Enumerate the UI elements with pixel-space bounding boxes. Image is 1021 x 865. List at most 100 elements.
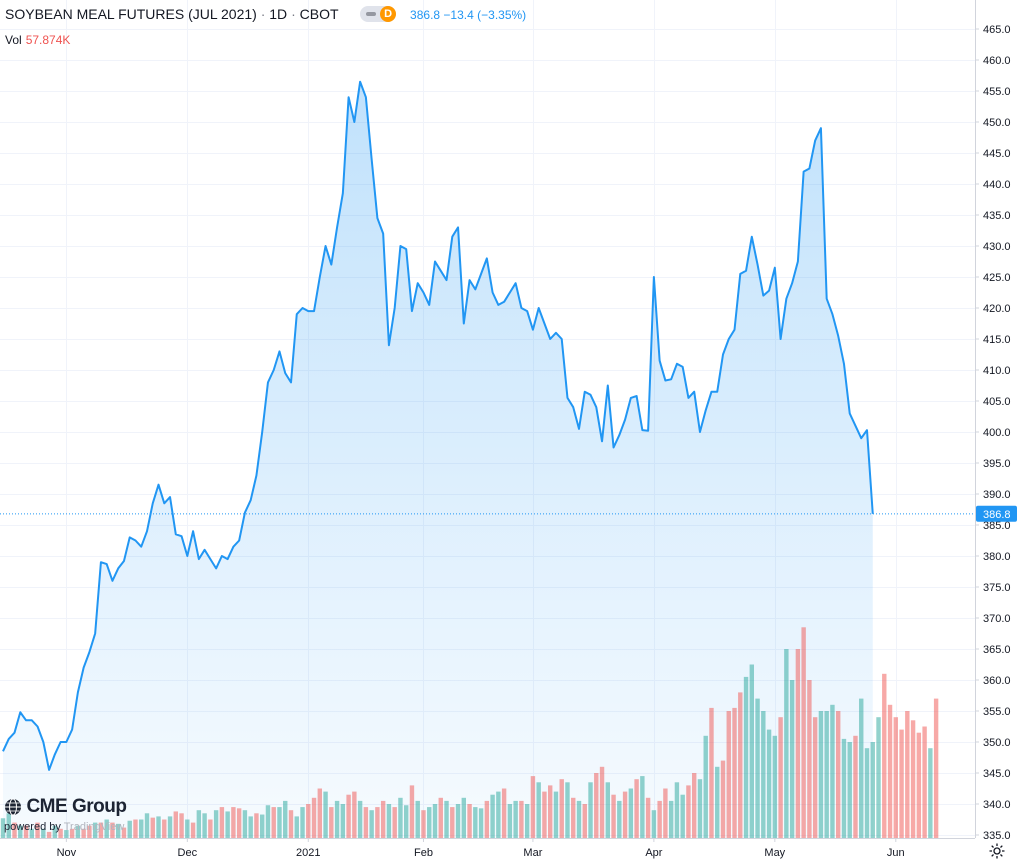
volume-bar bbox=[836, 711, 841, 838]
volume-bar bbox=[692, 773, 697, 838]
volume-bar bbox=[144, 813, 150, 838]
volume-bar bbox=[283, 800, 288, 838]
y-tick-label: 450.0 bbox=[983, 117, 1011, 129]
volume-bar bbox=[530, 776, 536, 838]
volume-bar bbox=[478, 808, 484, 838]
volume-bar bbox=[323, 791, 328, 838]
volume-bar bbox=[789, 680, 795, 838]
y-tick-label: 380.0 bbox=[983, 551, 1011, 563]
y-tick-label: 420.0 bbox=[983, 303, 1011, 315]
interval-label[interactable]: 1D bbox=[269, 6, 288, 22]
volume-bar bbox=[853, 735, 858, 838]
volume-bar bbox=[116, 823, 121, 838]
volume-bar bbox=[594, 773, 599, 838]
volume-bar bbox=[375, 807, 380, 838]
volume-bar bbox=[715, 766, 720, 838]
volume-bar bbox=[46, 831, 52, 838]
volume-bar bbox=[657, 800, 662, 838]
y-tick-label: 390.0 bbox=[983, 489, 1011, 501]
volume-bar bbox=[64, 830, 69, 838]
price-line bbox=[2, 80, 874, 771]
volume-bar bbox=[69, 828, 75, 838]
volume-bar bbox=[766, 729, 772, 838]
symbol-title[interactable]: SOYBEAN MEAL FUTURES (JUL 2021) bbox=[5, 6, 257, 22]
volume-bar bbox=[427, 807, 432, 838]
volume-bar bbox=[386, 804, 392, 838]
volume-bar bbox=[824, 711, 829, 838]
volume-bar bbox=[432, 804, 438, 838]
volume-bar bbox=[300, 807, 305, 838]
settings-gear-icon[interactable] bbox=[988, 842, 1006, 860]
y-tick-label: 385.0 bbox=[983, 520, 1011, 532]
y-tick-label: 410.0 bbox=[983, 365, 1011, 377]
volume-bar bbox=[104, 819, 109, 838]
tradingview-label: TradingView bbox=[63, 821, 125, 833]
volume-bar bbox=[801, 627, 806, 838]
volume-bar bbox=[749, 664, 754, 838]
volume-bar bbox=[455, 804, 461, 838]
volume-bar bbox=[761, 711, 766, 838]
volume-bar bbox=[738, 692, 743, 838]
y-tick-label: 415.0 bbox=[983, 334, 1011, 346]
volume-bar bbox=[933, 698, 939, 838]
volume-bar bbox=[893, 717, 898, 838]
volume-bar bbox=[0, 818, 6, 838]
volume-bar bbox=[202, 813, 207, 838]
volume-bar bbox=[179, 813, 184, 838]
volume-bar bbox=[628, 788, 634, 838]
powered-by[interactable]: powered by TradingView bbox=[4, 821, 124, 833]
last-price-box bbox=[976, 505, 1017, 522]
separator-dot: · bbox=[291, 6, 296, 22]
last-price-marker: 386.8 bbox=[0, 505, 1017, 522]
volume-bar bbox=[565, 782, 570, 838]
cme-group-logo[interactable]: CME Group bbox=[4, 796, 127, 818]
volume-bar bbox=[599, 766, 605, 838]
last-price: 386.8 bbox=[410, 8, 441, 22]
volume-label[interactable]: Vol bbox=[5, 33, 22, 47]
chart-header: SOYBEAN MEAL FUTURES (JUL 2021) · 1D · C… bbox=[5, 6, 526, 23]
volume-bar bbox=[294, 816, 299, 838]
volume-bar bbox=[357, 800, 363, 838]
y-tick-label: 460.0 bbox=[983, 55, 1011, 67]
x-tick-label: Mar bbox=[523, 847, 542, 859]
price-series-line bbox=[2, 80, 874, 771]
y-tick-label: 445.0 bbox=[983, 148, 1011, 160]
volume-bar bbox=[265, 805, 271, 838]
x-tick-label: Feb bbox=[414, 847, 433, 859]
x-tick-label: 2021 bbox=[296, 847, 320, 859]
volume-bar bbox=[81, 828, 86, 838]
volume-bar bbox=[501, 788, 507, 838]
volume-bar bbox=[922, 726, 927, 838]
y-tick-label: 340.0 bbox=[983, 799, 1011, 811]
status-dash-icon bbox=[366, 12, 377, 17]
volume-bar bbox=[242, 810, 248, 838]
volume-bar bbox=[139, 819, 144, 838]
volume-bar bbox=[663, 788, 668, 838]
volume-bar bbox=[127, 820, 132, 838]
volume-bar bbox=[271, 807, 276, 838]
volume-bar bbox=[490, 794, 495, 838]
volume-bars bbox=[0, 627, 939, 838]
volume-legend: Vol 57.874K bbox=[5, 33, 70, 47]
y-tick-label: 435.0 bbox=[983, 210, 1011, 222]
volume-bar bbox=[156, 816, 161, 838]
logo-text: CME Group bbox=[26, 796, 127, 817]
volume-bar bbox=[686, 785, 691, 838]
x-axis[interactable]: Nov Dec 2021 Feb Mar Apr May Jun bbox=[57, 838, 905, 859]
price-change: −13.4 bbox=[443, 8, 474, 22]
volume-bar bbox=[709, 707, 714, 838]
y-axis[interactable]: 335.0 340.0 345.0 350.0 355.0 360.0 365.0 370.0… bbox=[975, 24, 1011, 842]
volume-bar bbox=[23, 825, 29, 838]
volume-bar bbox=[859, 698, 864, 838]
volume-bar bbox=[743, 676, 749, 838]
market-status-badge[interactable]: D bbox=[360, 6, 397, 23]
volume-bar bbox=[92, 822, 98, 838]
volume-bar bbox=[576, 800, 582, 838]
volume-bar bbox=[553, 791, 559, 838]
volume-bar bbox=[421, 810, 426, 838]
volume-bar bbox=[380, 800, 386, 838]
volume-bar bbox=[916, 732, 922, 838]
volume-bar bbox=[219, 807, 225, 838]
volume-bar bbox=[392, 807, 397, 838]
